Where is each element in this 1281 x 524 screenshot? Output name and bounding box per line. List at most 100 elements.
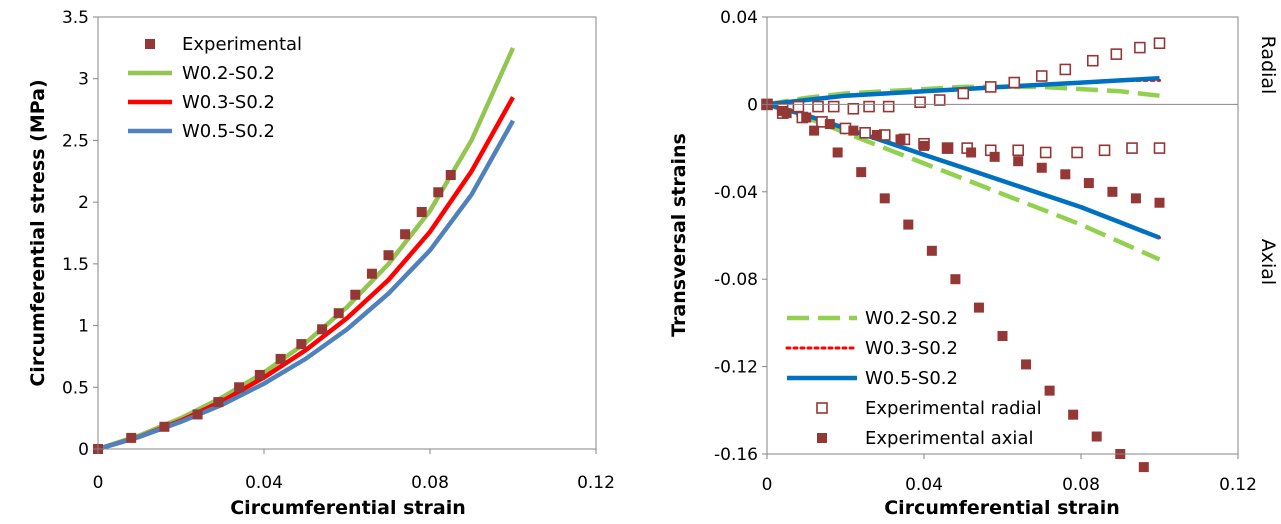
data-point-experimental-radial xyxy=(1071,146,1083,159)
data-point-experimental-radial xyxy=(1134,41,1146,54)
legend-label: W0.5-S0.2 xyxy=(865,368,958,389)
data-point-experimental-axial xyxy=(824,119,835,130)
data-point-experimental xyxy=(445,169,456,180)
data-point-experimental-radial xyxy=(859,127,871,139)
x-tick-label: 0 xyxy=(762,475,773,495)
data-point-experimental-axial xyxy=(1130,193,1141,204)
data-point-experimental xyxy=(366,268,377,279)
data-point-experimental-axial xyxy=(1091,431,1102,442)
data-point-experimental-radial xyxy=(1035,70,1048,82)
data-point-experimental-radial xyxy=(812,100,824,113)
data-point-experimental-axial xyxy=(950,274,961,285)
radial-side-label: Radial xyxy=(1257,36,1279,95)
legend-marker xyxy=(817,433,827,443)
data-point-experimental-axial xyxy=(903,219,914,230)
data-point-experimental-radial xyxy=(984,81,997,93)
data-point-experimental-axial xyxy=(1083,178,1094,189)
data-point-experimental-radial xyxy=(847,102,860,115)
data-point-experimental-radial xyxy=(1110,48,1123,60)
y-tick-label: -0.12 xyxy=(714,358,758,378)
data-point-experimental-axial xyxy=(879,193,890,204)
legend-label: W0.3-S0.2 xyxy=(182,92,275,113)
data-point-experimental-radial xyxy=(914,96,926,109)
y-tick-label: 3 xyxy=(78,70,89,90)
data-point-experimental-radial xyxy=(882,100,895,113)
data-point-experimental-radial xyxy=(1012,144,1025,157)
data-point-experimental-axial xyxy=(989,151,1000,162)
data-point-experimental xyxy=(159,421,170,432)
transversal-strain-chart: -0.16 -0.12 -0.08 -0.04 0 0.04 0 0.04 0.08 0.12 W… xyxy=(668,8,1279,519)
data-point-experimental-axial xyxy=(1154,197,1165,208)
data-point-experimental-radial xyxy=(863,100,875,113)
data-point-experimental xyxy=(254,369,265,380)
data-point-experimental-axial xyxy=(1060,169,1071,180)
data-point-experimental-axial xyxy=(895,134,906,145)
data-point-experimental-radial xyxy=(792,100,805,113)
x-axis-title: Circumferential strain xyxy=(884,497,1120,519)
y-tick-label: 0 xyxy=(78,440,89,460)
data-point-experimental-axial xyxy=(919,140,929,151)
y-tick-label: 0.5 xyxy=(62,378,89,398)
x-tick-label: 0.12 xyxy=(1219,475,1257,495)
stress-strain-axes: 0 0.5 1 1.5 2 2.5 3 3.5 0 0.04 0.08 0.12 xyxy=(62,8,615,493)
x-tick-label: 0.04 xyxy=(905,475,943,495)
data-point-experimental xyxy=(275,353,286,364)
y-axis-title: Circumferential stress (MPa) xyxy=(27,79,49,386)
y-tick-label: 1 xyxy=(78,317,89,337)
data-point-experimental xyxy=(126,432,137,443)
stress-strain-plot-area xyxy=(93,46,516,454)
data-point-experimental-radial xyxy=(1153,142,1166,154)
data-point-experimental-radial xyxy=(1153,37,1166,50)
data-point-experimental-axial xyxy=(1021,359,1032,370)
x-tick-label: 0.08 xyxy=(1062,475,1100,495)
data-point-experimental-axial xyxy=(973,302,984,313)
legend-label: W0.2-S0.2 xyxy=(182,63,275,84)
x-tick-label: 0.08 xyxy=(411,473,449,493)
y-tick-label: -0.16 xyxy=(714,445,758,465)
data-point-experimental-radial xyxy=(933,94,946,106)
y-tick-label: -0.08 xyxy=(714,270,758,290)
data-point-experimental-axial xyxy=(942,143,953,154)
x-tick-label: 0 xyxy=(93,473,104,493)
data-point-experimental-radial xyxy=(1059,63,1072,76)
data-point-experimental-axial xyxy=(809,125,820,136)
data-point-experimental-axial xyxy=(926,245,937,256)
data-point-experimental-radial xyxy=(957,87,970,100)
series-line-w0-2-s0-2 xyxy=(97,46,516,452)
y-tick-label: 2.5 xyxy=(62,131,89,151)
y-axis-title: Transversal strains xyxy=(668,133,690,337)
series-line-w0-5-s0-2 xyxy=(97,119,515,452)
data-point-experimental-axial xyxy=(1036,162,1047,173)
data-point-experimental-axial xyxy=(1044,385,1055,396)
data-point-experimental-axial xyxy=(832,147,843,158)
data-point-experimental-axial xyxy=(848,125,859,136)
data-point-experimental-axial xyxy=(966,147,977,158)
data-point-experimental xyxy=(192,409,203,420)
transversal-strain-plot-area xyxy=(761,37,1166,473)
legend-label: W0.5-S0.2 xyxy=(182,121,275,142)
data-point-experimental xyxy=(383,250,394,261)
data-point-experimental-radial xyxy=(1039,146,1052,159)
y-tick-label: 0.04 xyxy=(720,8,758,28)
y-tick-label: -0.04 xyxy=(714,183,758,203)
data-point-experimental-radial xyxy=(1126,142,1138,154)
stress-strain-legend: Experimental W0.2-S0.2 W0.3-S0.2 W0.5-S0.2 xyxy=(128,34,302,142)
x-axis-title: Circumferential strain xyxy=(230,497,466,519)
data-point-experimental-axial xyxy=(1068,409,1079,420)
data-point-experimental-axial xyxy=(871,129,882,140)
data-point-experimental-axial xyxy=(1107,186,1118,197)
data-point-experimental-radial xyxy=(1098,144,1111,157)
legend-label: Experimental axial xyxy=(865,428,1033,449)
data-point-experimental-radial xyxy=(1086,54,1099,67)
y-tick-label: 0 xyxy=(747,95,758,115)
x-tick-label: 0.12 xyxy=(577,473,615,493)
data-point-experimental xyxy=(296,339,307,350)
transversal-strain-legend: W0.2-S0.2 W0.3-S0.2 W0.5-S0.2 Experimental … xyxy=(785,308,1042,449)
axial-side-label: Axial xyxy=(1257,239,1279,285)
plot-frame xyxy=(97,16,597,450)
legend-marker xyxy=(816,402,828,414)
data-point-experimental xyxy=(416,207,427,218)
x-tick-label: 0.04 xyxy=(245,473,283,493)
y-tick-label: 1.5 xyxy=(62,255,89,275)
